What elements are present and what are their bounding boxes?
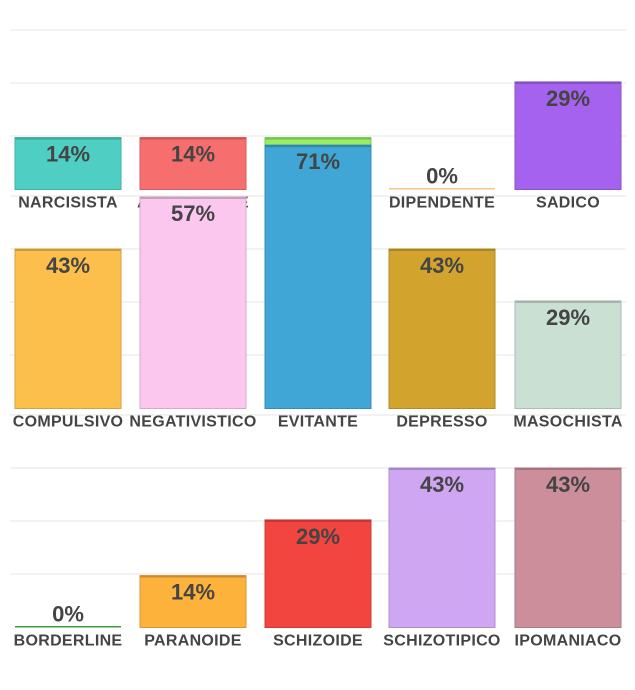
value-label: 43% — [420, 253, 464, 278]
bar-top-edge — [140, 197, 246, 200]
category-label: SADICO — [536, 195, 600, 212]
bar-top-edge — [265, 519, 371, 522]
value-label: 29% — [546, 305, 590, 330]
value-label: 57% — [171, 201, 215, 226]
bar-top-edge — [389, 248, 495, 251]
bar-masochista[interactable] — [514, 300, 622, 410]
bar-borderline[interactable] — [15, 626, 121, 628]
bar-depresso[interactable] — [388, 248, 496, 409]
category-label: COMPULSIVO — [13, 414, 124, 431]
category-label: NEGATIVISTICO — [129, 414, 256, 431]
value-label: 71% — [296, 149, 340, 174]
value-label: 0% — [426, 164, 458, 189]
category-label: SCHIZOTIPICO — [383, 633, 500, 650]
value-label: 14% — [171, 580, 215, 605]
bar-top-edge — [515, 467, 621, 470]
bar-schizotipico[interactable] — [388, 467, 496, 628]
bar-top-edge — [515, 81, 621, 84]
bar-antisociale[interactable] — [139, 137, 247, 190]
category-label: IPOMANIACO — [515, 633, 622, 650]
chart-panel-3: 0% BORDERLINE 14% PARANOIDE 29% SCHIZOIDE 43% S… — [10, 414, 626, 650]
bar-top-edge — [265, 145, 371, 148]
bar-schizoide[interactable] — [264, 519, 372, 628]
value-label: 43% — [546, 472, 590, 497]
bar-compulsivo[interactable] — [14, 248, 122, 409]
value-label: 0% — [52, 602, 84, 627]
category-label: MASOCHISTA — [513, 414, 623, 431]
value-label: 43% — [46, 253, 90, 278]
bar-sadico[interactable] — [514, 81, 622, 190]
bar-negativistico[interactable] — [139, 196, 247, 409]
bar-evitante[interactable] — [264, 144, 372, 409]
value-label: 29% — [546, 86, 590, 111]
category-label: EVITANTE — [278, 414, 358, 431]
bar-ipomaniaco[interactable] — [514, 467, 622, 628]
category-label: DIPENDENTE — [389, 195, 495, 212]
bar-top-edge — [15, 137, 121, 140]
category-label: NARCISISTA — [18, 195, 118, 212]
bar-top-edge — [265, 137, 371, 140]
bar-top-edge — [389, 467, 495, 470]
bar-paranoide[interactable] — [139, 575, 247, 628]
value-label: 29% — [296, 524, 340, 549]
bar-dipendente[interactable] — [389, 188, 495, 190]
value-label: 14% — [46, 142, 90, 167]
bar-top-edge — [140, 137, 246, 140]
category-label: DEPRESSO — [396, 414, 487, 431]
chart-panel-2: 43% COMPULSIVO 57% NEGATIVISTICO 71% EVITANTE… — [10, 144, 626, 431]
bar-top-edge — [140, 575, 246, 578]
bar-narcisista[interactable] — [14, 137, 122, 190]
bar-top-edge — [15, 248, 121, 251]
value-label: 14% — [171, 142, 215, 167]
category-label: PARANOIDE — [144, 633, 242, 650]
value-label: 43% — [420, 472, 464, 497]
category-label: BORDERLINE — [14, 633, 123, 650]
category-label: SCHIZOIDE — [273, 633, 363, 650]
bar-top-edge — [515, 300, 621, 303]
